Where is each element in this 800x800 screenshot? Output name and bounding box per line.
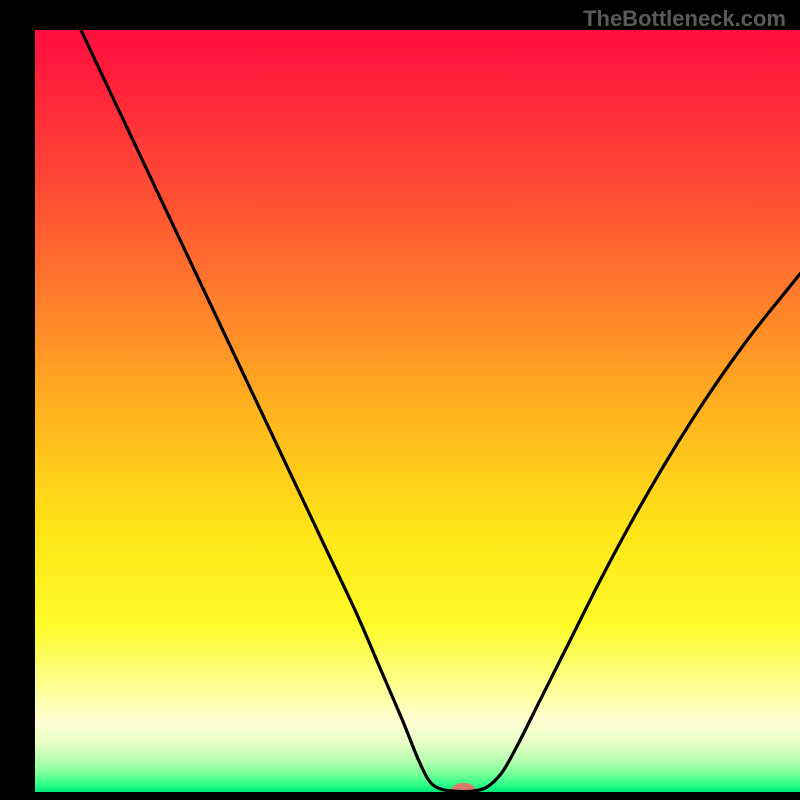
chart-container: TheBottleneck.com [0, 0, 800, 800]
plot-background [35, 30, 800, 792]
watermark-text: TheBottleneck.com [583, 6, 786, 32]
bottleneck-chart [0, 0, 800, 800]
